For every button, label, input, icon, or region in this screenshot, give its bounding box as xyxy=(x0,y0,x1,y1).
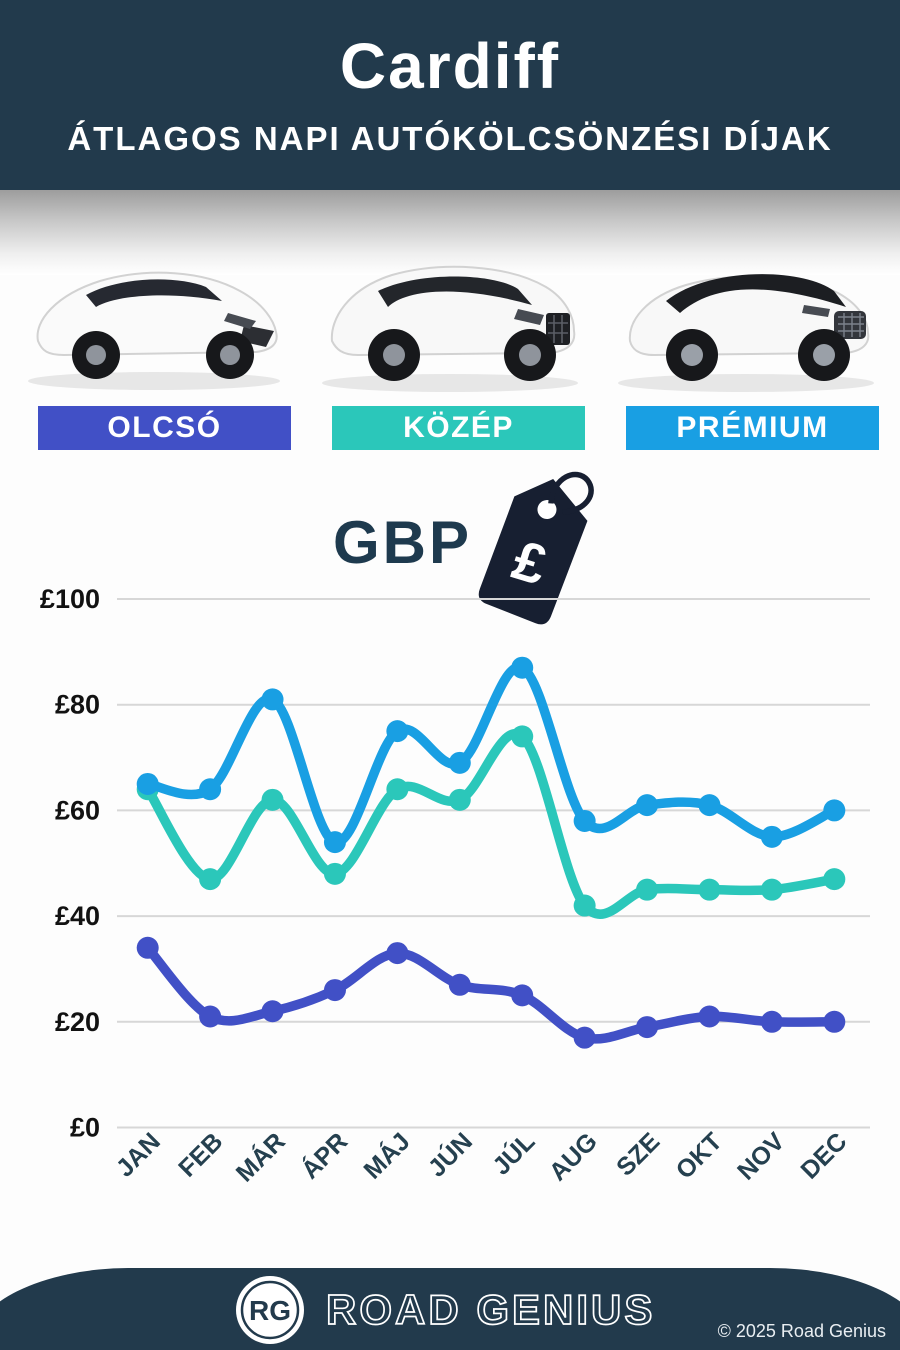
data-point-olcsó xyxy=(323,979,346,1002)
currency-label: GBP xyxy=(333,509,473,576)
data-point-közép xyxy=(698,878,721,901)
data-point-prémium xyxy=(760,825,783,848)
y-axis-tick: £40 xyxy=(55,901,100,931)
data-point-prémium xyxy=(823,799,846,822)
car-image-midsize xyxy=(322,265,578,392)
data-point-közép xyxy=(386,778,409,801)
brand-wordmark: ROAD GENIUS xyxy=(326,1286,655,1334)
data-point-közép xyxy=(573,894,596,917)
data-point-közép xyxy=(448,788,471,811)
data-point-prémium xyxy=(448,751,471,774)
data-point-prémium xyxy=(386,720,409,743)
data-point-prémium xyxy=(573,809,596,832)
data-point-olcsó xyxy=(698,1005,721,1028)
data-point-közép xyxy=(199,868,222,891)
data-point-olcsó xyxy=(448,973,471,996)
data-point-prémium xyxy=(511,656,534,679)
legend-bar-kozep: KÖZÉP xyxy=(332,406,585,450)
header-gradient-band xyxy=(0,190,900,275)
x-axis-tick: MÁJ xyxy=(358,1127,416,1185)
data-point-prémium xyxy=(136,772,159,795)
data-point-közép xyxy=(823,868,846,891)
data-point-olcsó xyxy=(636,1016,659,1039)
car-image-premium xyxy=(618,274,874,392)
data-point-olcsó xyxy=(823,1010,846,1033)
road-genius-logo-icon: RG xyxy=(236,1276,304,1344)
y-axis-tick: £80 xyxy=(55,690,100,720)
data-point-olcsó xyxy=(386,942,409,965)
data-point-olcsó xyxy=(199,1005,222,1028)
legend-label-olcso: OLCSÓ xyxy=(107,411,222,444)
logo-initials: RG xyxy=(249,1295,291,1326)
x-axis-tick: ÁPR xyxy=(295,1127,353,1185)
data-point-közép xyxy=(323,862,346,885)
currency-heading: GBP £ xyxy=(0,440,900,630)
data-point-olcsó xyxy=(261,1000,284,1023)
y-axis-tick: £0 xyxy=(70,1113,100,1143)
page-title: Cardiff xyxy=(339,30,561,102)
x-axis-tick: JÚL xyxy=(486,1126,541,1181)
data-point-prémium xyxy=(636,794,659,817)
data-point-olcsó xyxy=(760,1010,783,1033)
price-tag-icon: £ xyxy=(478,471,594,625)
y-axis-tick: £100 xyxy=(40,585,100,614)
page-subtitle: ÁTLAGOS NAPI AUTÓKÖLCSÖNZÉSI DÍJAK xyxy=(67,120,833,157)
brand-name: ROAD GENIUS xyxy=(326,1286,655,1333)
data-point-olcsó xyxy=(136,936,159,959)
legend-bar-premium: PRÉMIUM xyxy=(626,406,879,450)
data-point-prémium xyxy=(261,688,284,711)
data-point-olcsó xyxy=(573,1026,596,1049)
data-point-prémium xyxy=(323,831,346,854)
legend-bar-olcso: OLCSÓ xyxy=(38,406,291,450)
y-axis-tick: £20 xyxy=(55,1007,100,1037)
y-axis-tick: £60 xyxy=(55,795,100,825)
data-point-prémium xyxy=(698,794,721,817)
line-chart: £0 £20 £40 £60 £80 £100 JAN FEB MÁR ÁPR MÁJ JÚN JÚL A… xyxy=(40,585,870,1188)
data-point-prémium xyxy=(199,778,222,801)
data-point-közép xyxy=(261,788,284,811)
data-point-közép xyxy=(760,878,783,901)
x-axis-tick: SZE xyxy=(611,1127,665,1181)
legend-label-premium: PRÉMIUM xyxy=(676,411,829,444)
footer xyxy=(0,1268,900,1350)
series-line-közép xyxy=(142,729,840,919)
copyright-text: © 2025 Road Genius xyxy=(717,1321,886,1341)
car-images-row xyxy=(0,225,900,401)
data-point-olcsó xyxy=(511,984,534,1007)
data-point-közép xyxy=(511,725,534,748)
data-point-közép xyxy=(636,878,659,901)
x-axis-tick: AUG xyxy=(544,1127,603,1186)
x-axis-tick: JAN xyxy=(111,1127,166,1182)
legend-label-kozep: KÖZÉP xyxy=(403,411,514,444)
series-line-olcsó xyxy=(142,943,840,1044)
car-image-economy xyxy=(28,271,280,390)
footer-brand-row: RG ROAD GENIUS xyxy=(0,1274,900,1346)
x-axis-tick: JÚN xyxy=(421,1126,478,1183)
x-axis-tick: MÁR xyxy=(230,1127,291,1188)
x-axis-tick: NOV xyxy=(732,1127,790,1185)
header: Cardiff ÁTLAGOS NAPI AUTÓKÖLCSÖNZÉSI DÍJ… xyxy=(0,0,900,190)
x-axis-tick: OKT xyxy=(671,1127,728,1184)
x-axis-tick: DEC xyxy=(795,1127,852,1184)
x-axis-tick: FEB xyxy=(173,1127,228,1182)
